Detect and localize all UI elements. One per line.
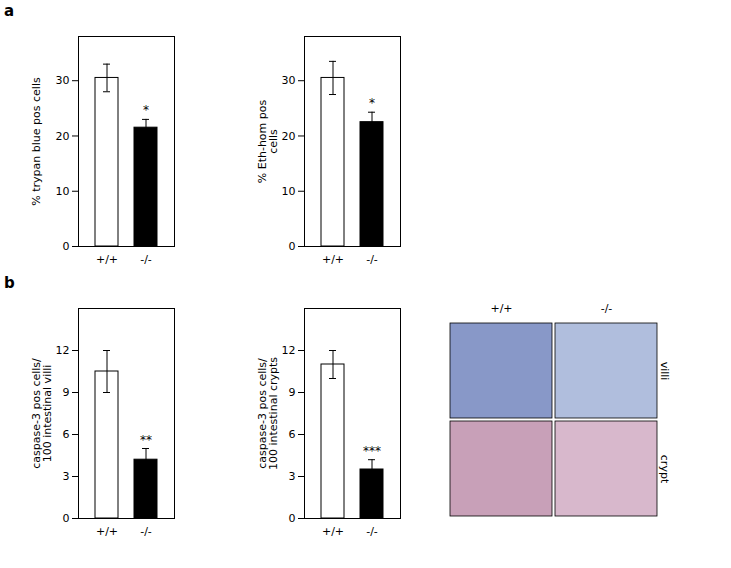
svg-text:villi: villi (658, 362, 671, 381)
svg-text:+/+: +/+ (96, 253, 118, 266)
svg-text:3: 3 (63, 470, 70, 483)
svg-text:-/-: -/- (140, 253, 152, 266)
svg-text:9: 9 (289, 386, 296, 399)
svg-text:+/+: +/+ (322, 525, 344, 538)
svg-text:6: 6 (63, 428, 70, 441)
svg-text:12: 12 (56, 344, 70, 357)
svg-text:-/-: -/- (601, 302, 613, 315)
svg-text:*: * (143, 103, 149, 117)
svg-text:6: 6 (289, 428, 296, 441)
html-text:b: b (4, 274, 15, 292)
svg-text:20: 20 (56, 129, 70, 142)
svg-text:+/+: +/+ (96, 525, 118, 538)
svg-text:0: 0 (289, 240, 296, 253)
svg-text:9: 9 (63, 386, 70, 399)
svg-text:0: 0 (63, 512, 70, 525)
svg-text:-/-: -/- (366, 253, 378, 266)
svg-text:0: 0 (63, 240, 70, 253)
svg-text:20: 20 (282, 129, 296, 142)
svg-text:3: 3 (289, 470, 296, 483)
svg-text:% trypan blue pos cells: % trypan blue pos cells (30, 77, 43, 206)
svg-text:10: 10 (282, 185, 296, 198)
svg-text:% Eth-hom poscells: % Eth-hom poscells (256, 99, 280, 183)
svg-text:-/-: -/- (366, 525, 378, 538)
html-text:a: a (4, 2, 15, 20)
svg-text:caspase-3 pos cells/100 intest: caspase-3 pos cells/100 intestinal villi (30, 358, 54, 469)
svg-text:+/+: +/+ (490, 302, 512, 315)
svg-text:-/-: -/- (140, 525, 152, 538)
svg-text:30: 30 (282, 74, 296, 87)
svg-text:12: 12 (282, 344, 296, 357)
svg-text:caspase-3 pos cells/100 intest: caspase-3 pos cells/100 intestinal crypt… (256, 357, 280, 470)
svg-text:*: * (369, 96, 375, 110)
svg-text:**: ** (140, 433, 152, 447)
svg-text:***: *** (363, 444, 381, 458)
svg-text:10: 10 (56, 185, 70, 198)
svg-text:+/+: +/+ (322, 253, 344, 266)
svg-text:0: 0 (289, 512, 296, 525)
svg-text:30: 30 (56, 74, 70, 87)
svg-text:crypt: crypt (658, 455, 671, 484)
